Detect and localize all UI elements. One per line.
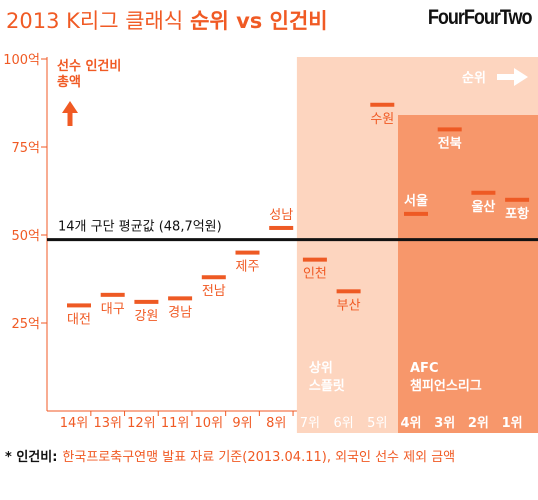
up-arrow-icon (62, 101, 78, 126)
x-axis-title: 순위 (462, 71, 486, 86)
y-axis-title: 총액 (57, 74, 81, 90)
payroll-marker-rank-13 (100, 292, 125, 297)
team-label-rank-5: 수원 (370, 112, 394, 127)
x-tick-label-rank-5: 5위 (367, 416, 387, 431)
right-arrow-icon (497, 68, 528, 86)
team-label-rank-4: 서울 (404, 193, 428, 209)
x-tick-label-rank-4: 4위 (400, 416, 421, 431)
y-axis-title: 선수 인건비 (57, 58, 121, 74)
team-label-rank-9: 제주 (236, 260, 260, 275)
y-tick-label-25: 25억 (11, 317, 40, 332)
x-tick-label-rank-6: 6위 (333, 416, 353, 431)
payroll-marker-rank-6 (336, 289, 361, 294)
payroll-marker-rank-2 (471, 190, 496, 195)
payroll-marker-rank-3 (437, 127, 462, 132)
x-tick-label-rank-13: 13위 (93, 416, 122, 431)
payroll-marker-rank-7 (302, 257, 327, 262)
x-tick-label-rank-12: 12위 (127, 416, 156, 431)
payroll-marker-rank-11 (168, 296, 193, 301)
region-upper-split-label: 스플릿 (309, 379, 345, 394)
x-tick-label-rank-7: 7위 (300, 416, 320, 431)
team-label-rank-2: 울산 (471, 199, 495, 215)
payroll-marker-rank-14 (67, 303, 91, 308)
region-afc-champions-league-label: AFC (410, 361, 438, 376)
team-label-rank-10: 전남 (202, 284, 226, 299)
fourfourtwo-logo: FourFourTwo (428, 6, 533, 29)
title-regular: 2013 K리그 클래식 (6, 9, 184, 33)
team-label-rank-3: 전북 (438, 135, 462, 151)
page-title: 2013 K리그 클래식 순위 vs 인건비 (6, 5, 328, 35)
x-tick-label-rank-10: 10위 (195, 416, 224, 431)
team-label-rank-12: 강원 (134, 309, 158, 324)
payroll-marker-rank-10 (201, 275, 226, 280)
team-label-rank-14: 대전 (67, 312, 91, 327)
team-label-rank-13: 대구 (101, 302, 125, 317)
footnote-text: 한국프로축구연맹 발표 자료 기준(2013.04.11), 외국인 선수 제외… (62, 450, 456, 465)
payroll-marker-rank-9 (235, 250, 260, 255)
x-tick-label-rank-3: 3위 (434, 416, 455, 431)
x-tick-label-rank-8: 8위 (266, 416, 286, 431)
x-tick-label-rank-11: 11위 (161, 416, 190, 431)
y-tick-label-50: 50억 (11, 229, 40, 244)
team-label-rank-8: 성남 (269, 208, 293, 223)
payroll-marker-rank-4 (404, 211, 428, 216)
team-label-rank-7: 인천 (303, 267, 327, 282)
payroll-marker-rank-12 (134, 299, 159, 304)
x-tick-label-rank-2: 2위 (468, 416, 489, 431)
average-label: 14개 구단 평균값 (48,7억원) (58, 220, 222, 235)
payroll-marker-rank-8 (269, 225, 294, 230)
footnote: * 인건비: 한국프로축구연맹 발표 자료 기준(2013.04.11), 외국인… (5, 446, 455, 465)
payroll-marker-rank-5 (370, 102, 395, 107)
y-tick-label-100: 100억 (3, 53, 40, 68)
x-tick-label-rank-9: 9위 (232, 416, 252, 431)
y-tick-label-75: 75억 (11, 141, 40, 156)
region-upper-split-label: 상위 (309, 361, 333, 376)
x-tick-label-rank-14: 14위 (60, 416, 89, 431)
title-bold: 순위 vs 인건비 (190, 9, 328, 33)
team-label-rank-6: 부산 (337, 298, 361, 313)
footnote-marker: * 인건비: (5, 450, 58, 465)
region-afc-champions-league (398, 115, 538, 433)
region-afc-champions-league-label: 챔피언스리그 (410, 378, 482, 394)
team-label-rank-11: 경남 (168, 305, 192, 320)
x-tick-label-rank-1: 1위 (502, 416, 523, 431)
team-label-rank-1: 포항 (505, 206, 529, 222)
payroll-marker-rank-1 (505, 197, 530, 202)
